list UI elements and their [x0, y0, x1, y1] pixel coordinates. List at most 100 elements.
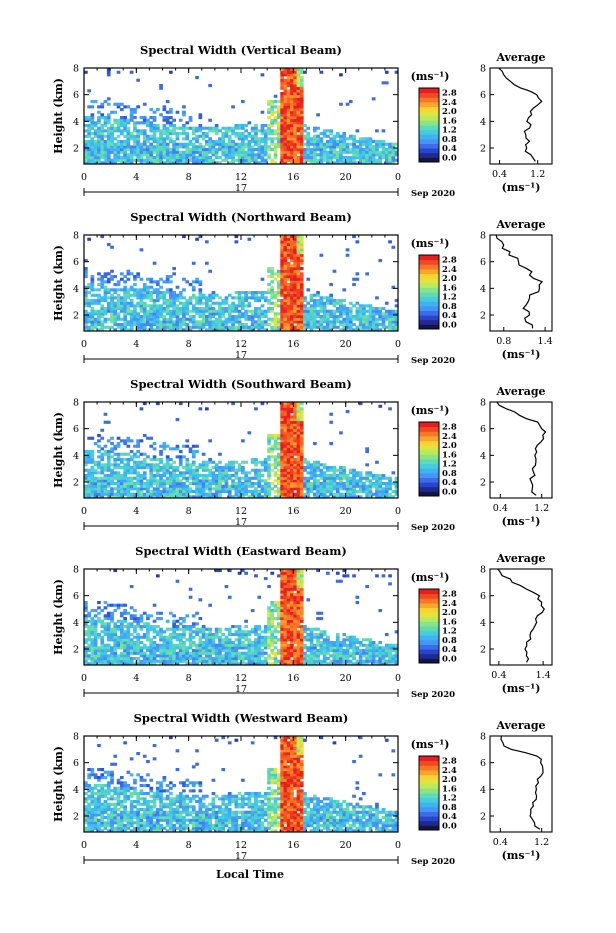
day-label: 17 [235, 183, 247, 194]
day-label: 17 [235, 517, 247, 528]
average-x-label: (ms⁻¹) [502, 515, 541, 528]
x-tick-label: 0 [81, 840, 87, 851]
x-tick-label: 0 [395, 506, 401, 517]
x-tick-label: 16 [287, 172, 299, 183]
x-tick-label: 0 [395, 840, 401, 851]
average-line [496, 235, 542, 328]
heatmap-cells [84, 402, 398, 498]
x-tick-label: 20 [340, 172, 352, 183]
average-y-tick: 4 [480, 785, 486, 796]
x-tick-label: 12 [235, 172, 247, 183]
heatmap-cells [84, 68, 398, 164]
y-tick-label: 2 [73, 478, 79, 489]
x-tick-label: 4 [133, 840, 139, 851]
colorbar-tick-label: 0.4 [442, 812, 457, 822]
colorbar-tick-label: 2.4 [442, 766, 457, 776]
colorbar-unit: (ms⁻¹) [411, 571, 450, 584]
average-y-tick: 2 [480, 478, 486, 489]
panel-title: Spectral Width (Vertical Beam) [140, 43, 342, 57]
colorbar: 0.00.40.81.21.62.02.42.8 [419, 422, 457, 497]
y-tick-label: 4 [73, 284, 79, 295]
heatmap-cells [84, 569, 398, 665]
colorbar-tick-label: 0.8 [442, 302, 457, 312]
colorbar-tick-label: 2.4 [442, 265, 457, 275]
x-tick-label: 20 [340, 673, 352, 684]
colorbar-tick-label: 2.0 [442, 441, 457, 451]
average-y-tick: 4 [480, 284, 486, 295]
panel-title: Spectral Width (Northward Beam) [130, 210, 352, 224]
y-tick-label: 4 [73, 618, 79, 629]
average-x-tick: 1.2 [530, 169, 545, 180]
colorbar-tick-label: 2.4 [442, 599, 457, 609]
average-x-tick: 1.4 [536, 670, 551, 681]
average-x-label: (ms⁻¹) [502, 181, 541, 194]
average-frame [490, 68, 552, 164]
average-y-tick: 8 [480, 64, 486, 75]
average-frame [490, 736, 552, 832]
colorbar-tick-label: 0.8 [442, 803, 457, 813]
y-tick-label: 2 [73, 144, 79, 155]
x-tick-label: 4 [133, 506, 139, 517]
x-tick-label: 16 [287, 840, 299, 851]
y-tick-label: 8 [73, 64, 79, 75]
heatmap-cells [84, 235, 398, 331]
date-label: Sep 2020 [411, 356, 455, 366]
average-line [497, 402, 546, 495]
average-y-tick: 2 [480, 812, 486, 823]
average-x-tick: 0.4 [493, 503, 508, 514]
colorbar-tick-label: 2.0 [442, 608, 457, 618]
y-tick-label: 8 [73, 231, 79, 242]
colorbar: 0.00.40.81.21.62.02.42.8 [419, 255, 457, 330]
average-y-tick: 8 [480, 565, 486, 576]
colorbar-tick-label: 0.8 [442, 469, 457, 479]
colorbar-tick-label: 2.0 [442, 107, 457, 117]
average-x-tick: 0.4 [491, 670, 506, 681]
x-tick-label: 4 [133, 673, 139, 684]
average-y-tick: 8 [480, 732, 486, 743]
x-tick-label: 8 [186, 673, 192, 684]
x-tick-label: 0 [81, 673, 87, 684]
average-y-tick: 2 [480, 645, 486, 656]
average-y-tick: 6 [480, 424, 486, 435]
colorbar-tick-label: 2.0 [442, 775, 457, 785]
colorbar-tick-label: 2.4 [442, 98, 457, 108]
y-axis-label: Height (km) [52, 579, 65, 655]
colorbar-tick-label: 1.6 [442, 784, 457, 794]
y-axis-label: Height (km) [52, 412, 65, 488]
average-title: Average [495, 218, 545, 231]
x-tick-label: 0 [81, 506, 87, 517]
average-y-tick: 2 [480, 144, 486, 155]
colorbar-tick-label: 0.0 [442, 320, 457, 330]
average-y-tick: 4 [480, 618, 486, 629]
colorbar-tick-label: 0.8 [442, 636, 457, 646]
average-x-tick: 1.2 [534, 837, 549, 848]
x-tick-label: 0 [81, 172, 87, 183]
colorbar: 0.00.40.81.21.62.02.42.8 [419, 88, 457, 163]
day-label: 17 [235, 684, 247, 695]
x-tick-label: 16 [287, 673, 299, 684]
average-frame [490, 569, 552, 665]
date-label: Sep 2020 [411, 189, 455, 199]
colorbar-unit: (ms⁻¹) [411, 237, 450, 250]
colorbar-tick-label: 1.2 [442, 293, 457, 303]
y-tick-label: 8 [73, 398, 79, 409]
y-axis-label: Height (km) [52, 746, 65, 822]
day-label: 17 [235, 851, 247, 862]
colorbar-tick-label: 2.8 [442, 757, 457, 767]
panel-title: Spectral Width (Westward Beam) [134, 711, 349, 725]
colorbar: 0.00.40.81.21.62.02.42.8 [419, 756, 457, 831]
y-tick-label: 2 [73, 311, 79, 322]
y-tick-label: 6 [73, 424, 79, 435]
y-tick-label: 6 [73, 758, 79, 769]
x-tick-label: 20 [340, 506, 352, 517]
average-x-tick: 0.4 [493, 837, 508, 848]
colorbar-tick-label: 1.2 [442, 126, 457, 136]
average-y-tick: 6 [480, 90, 486, 101]
